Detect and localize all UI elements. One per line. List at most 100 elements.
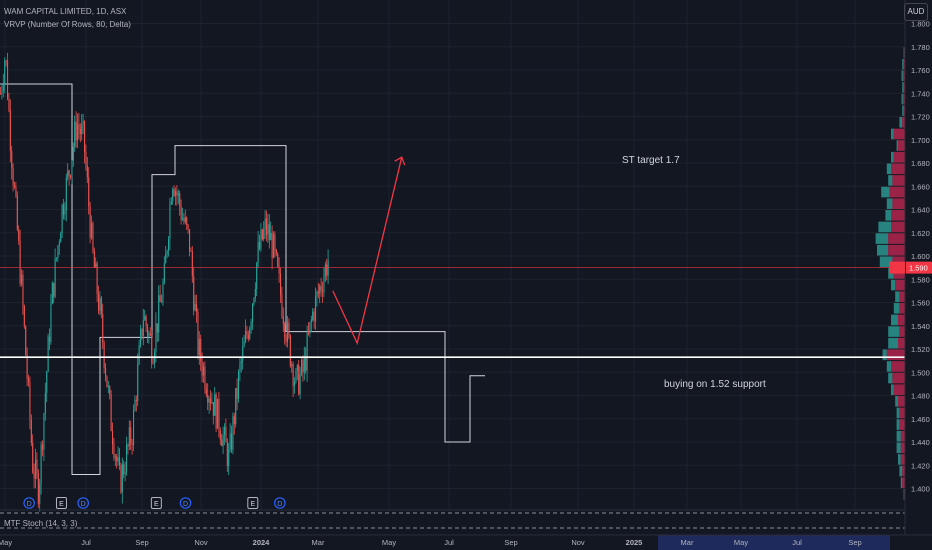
candle [127,444,129,447]
candle [198,339,200,355]
last-price-label: 1.590 [909,264,928,273]
candle [7,60,9,99]
volume-profile-bar-down [899,291,905,302]
price-tick-label: 1.600 [911,252,930,261]
event-marker: E [55,497,67,509]
volume-profile-bar-up [895,396,898,407]
volume-profile-bar-up [896,430,901,442]
candle [250,322,252,329]
candle [107,386,109,388]
candle [245,331,247,342]
candle [149,333,151,335]
dividend-marker [23,497,35,509]
price-tick-label: 1.660 [911,182,930,191]
candle [211,402,213,404]
candle [22,274,24,307]
candle [102,314,104,343]
price-tag-flag [889,261,905,274]
earnings-marker [55,497,67,509]
candle [131,443,133,446]
candle [100,298,102,315]
candle [173,189,175,196]
candle [214,394,216,416]
candle [186,217,188,225]
volume-profile-bar-down [900,430,905,442]
price-tick-label: 1.700 [911,136,930,145]
candle [243,341,245,347]
projection-path [332,157,403,346]
time-tick-label: Jul [444,538,454,547]
candle [67,170,69,178]
volume-profile-bar-down [891,221,905,233]
candle [306,333,308,371]
earnings-marker [247,497,259,509]
candle [264,218,266,229]
price-tick-label: 1.520 [911,345,930,354]
candle [64,210,66,215]
event-label: E [250,501,255,508]
candle [277,253,279,267]
volume-profile-bar-down [893,151,905,163]
symbol-title[interactable]: WAM CAPITAL LIMITED, 1D, ASX [4,7,127,16]
candle [196,303,198,312]
candle [168,239,170,251]
time-tick-label: Sep [504,538,517,547]
volume-profile-bar-down [898,337,905,349]
candle [296,364,298,371]
candle [323,276,325,293]
candle [92,223,94,252]
volume-profile-bar-down [893,384,905,395]
candle [313,311,315,322]
candle [197,311,199,355]
volume-profile-bar-up [901,70,903,82]
candle [128,427,130,447]
candle [114,456,116,458]
volume-profile-bar-up [885,210,891,221]
price-tick-label: 1.420 [911,461,930,470]
candle [43,413,45,450]
candle [145,316,147,327]
volume-profile-bar-down [902,465,905,477]
candle [49,336,51,343]
volume-profile-bar-up [902,82,904,93]
candle [319,286,321,294]
candle [274,234,276,250]
event-marker: D [179,497,192,509]
candle [84,121,86,153]
candle [208,398,210,403]
candle [37,472,39,504]
candle [219,430,221,440]
candle [233,416,235,424]
oscillator-label[interactable]: MTF Stoch (14, 3, 3) [4,519,78,528]
time-tick-label: May [0,538,12,547]
candle [256,262,258,290]
indicator-label[interactable]: VRVP (Number Of Rows, 80, Delta) [4,20,131,29]
volume-profile-bar-up [896,140,898,151]
candle [50,303,52,343]
candle [91,223,93,238]
candle [246,331,248,335]
price-tick-label: 1.680 [911,159,930,168]
volume-profile-bar-up [881,186,890,198]
candle [225,426,227,443]
candle [121,464,123,493]
candle [23,306,25,327]
candle [204,366,206,390]
volume-profile-bar-down [903,58,905,70]
volume-profile-bar-down [888,244,905,256]
candle [207,394,209,403]
currency-button[interactable]: AUD [904,3,928,21]
candle [322,290,324,293]
candle [301,360,303,375]
volume-profile-bar-up [878,221,891,233]
volume-profile-bar-down [899,303,905,314]
volume-profile-bar-up [891,128,894,140]
volume-profile-bar-down [899,326,905,337]
candle [123,464,125,475]
candle [74,121,76,147]
volume-profile-bar-down [892,198,905,209]
candle [126,444,128,473]
volume-profile-bar-down [899,407,905,419]
